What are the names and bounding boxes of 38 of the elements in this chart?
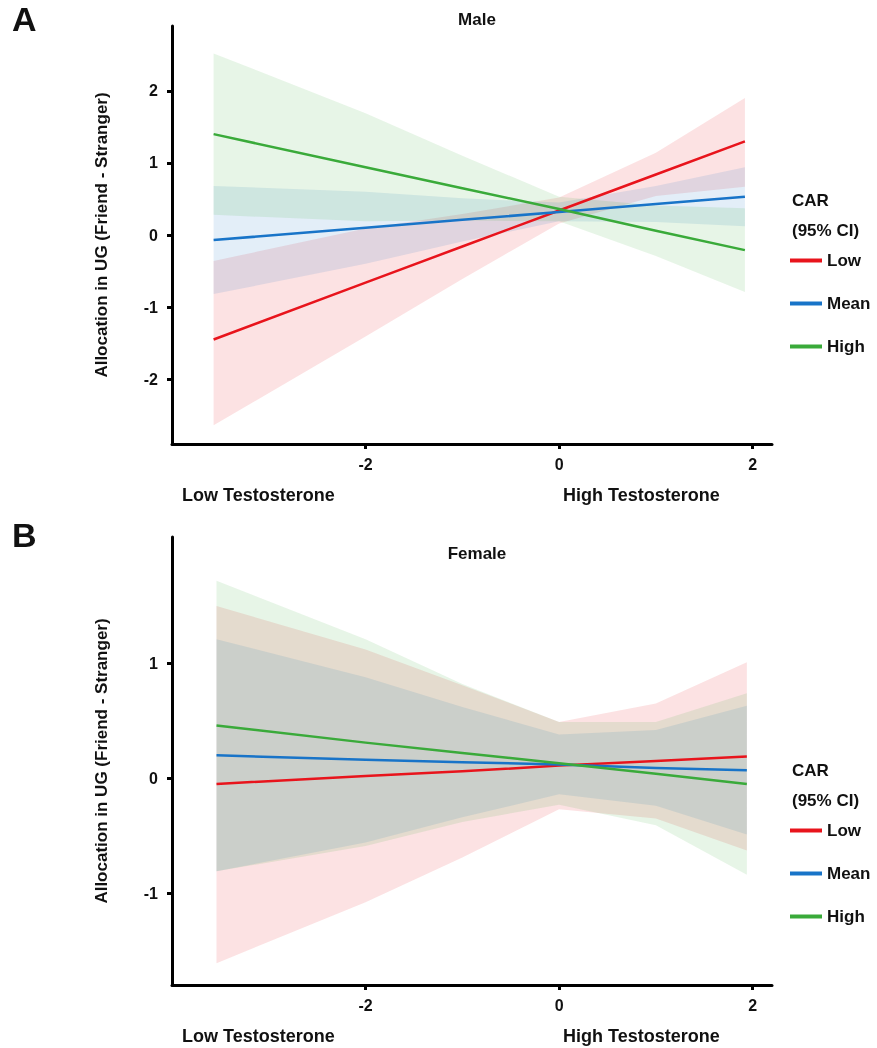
y-tick-label: 2 — [149, 82, 159, 100]
text: High Testosterone — [563, 1026, 720, 1046]
y-tick-label: 0 — [149, 226, 159, 244]
y-axis-title: Allocation in UG (Friend - Stranger) — [92, 92, 111, 378]
y-tick-label: 0 — [149, 769, 159, 787]
x-tick-label: 0 — [554, 455, 564, 473]
chart-title: Male — [458, 10, 496, 29]
text: B — [12, 516, 37, 554]
legend-label: Mean — [827, 294, 871, 313]
y-tick-label: -1 — [143, 298, 159, 316]
x-tick-label: -2 — [358, 455, 373, 473]
line-series — [215, 724, 749, 786]
y-tick-label: 1 — [149, 654, 159, 672]
text: High Testosterone — [563, 485, 720, 505]
line-series — [212, 140, 747, 341]
x-tick-label: 0 — [554, 996, 564, 1014]
line-series — [212, 195, 747, 242]
line-series — [215, 755, 749, 786]
y-tick-label: -1 — [143, 884, 159, 902]
y-tick-label: 1 — [149, 154, 159, 172]
line-series — [215, 754, 749, 772]
x-tick-label: 2 — [748, 996, 758, 1014]
text: Low Testosterone — [182, 485, 335, 505]
legend-label: Low — [827, 821, 862, 840]
legend-label: Mean — [827, 864, 871, 883]
y-tick-label: -2 — [143, 370, 159, 388]
legend-label: High — [827, 337, 865, 356]
x-tick-label: 2 — [748, 455, 758, 473]
chart-title: Female — [447, 544, 507, 563]
text: Low Testosterone — [182, 1026, 335, 1046]
y-axis-title: Allocation in UG (Friend - Stranger) — [92, 618, 111, 904]
line-series — [212, 132, 747, 252]
legend-label: Low — [827, 251, 862, 270]
legend-label: High — [827, 907, 865, 926]
text: A — [12, 0, 37, 38]
legend-title: CAR (95% CI) — [792, 190, 860, 240]
x-tick-label: -2 — [358, 996, 373, 1014]
legend-title: CAR (95% CI) — [792, 760, 860, 810]
